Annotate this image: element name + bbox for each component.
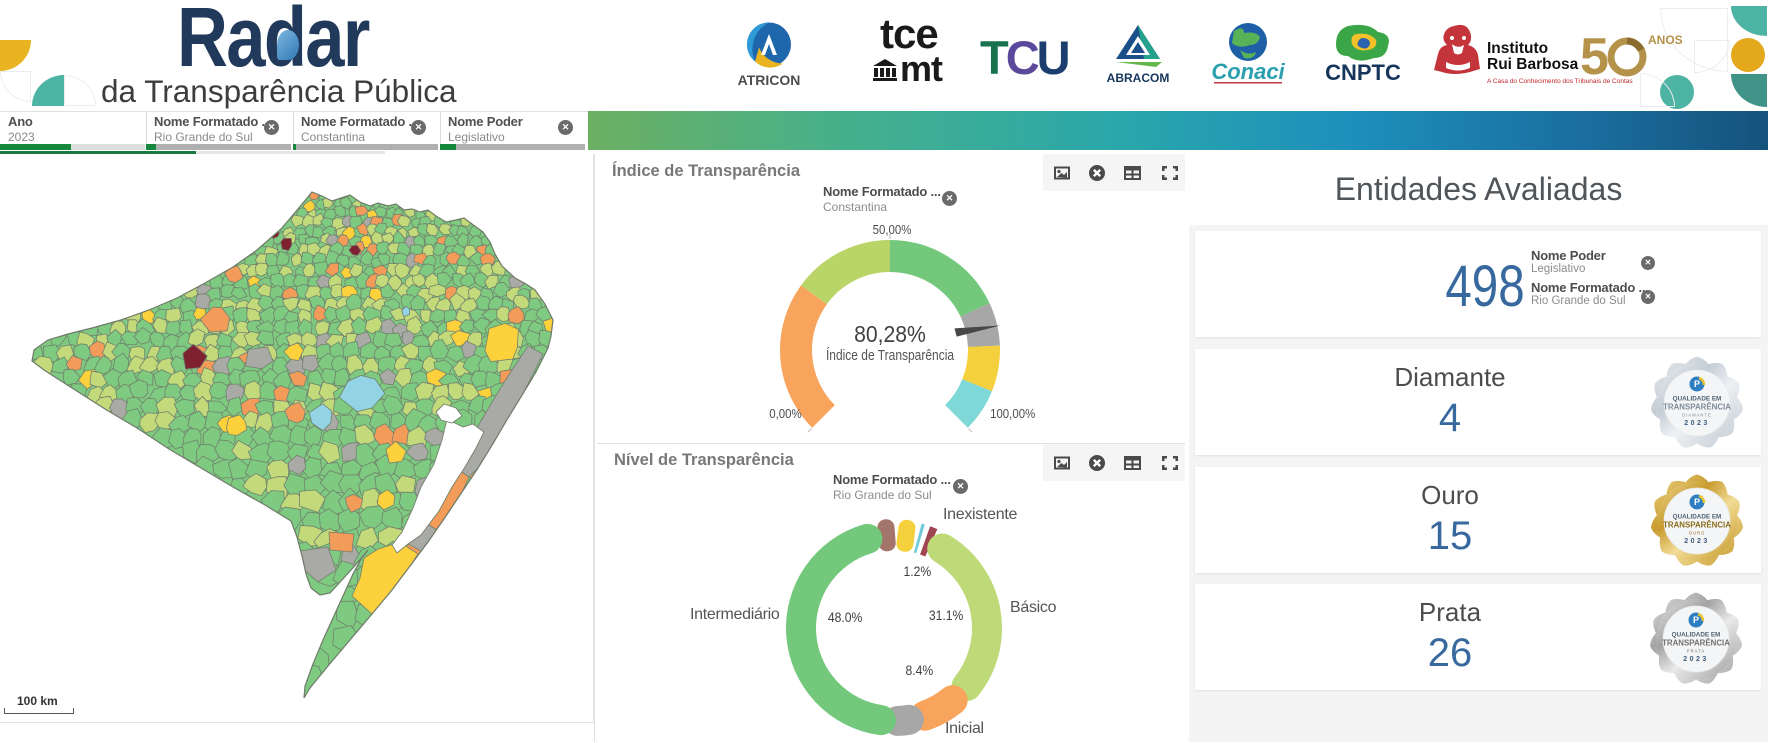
svg-text:OURO: OURO xyxy=(1689,531,1706,536)
svg-text:TRANSPARÊNCIA: TRANSPARÊNCIA xyxy=(1663,400,1731,411)
svg-text:TRANSPARÊNCIA: TRANSPARÊNCIA xyxy=(1662,636,1730,647)
svg-text:P: P xyxy=(1694,379,1700,389)
svg-text:P: P xyxy=(1694,497,1700,507)
svg-text:TRANSPARÊNCIA: TRANSPARÊNCIA xyxy=(1663,518,1731,529)
svg-text:P: P xyxy=(1693,615,1699,625)
svg-text:2023: 2023 xyxy=(1684,538,1710,545)
svg-text:2023: 2023 xyxy=(1684,420,1710,427)
svg-text:QUALIDADE EM: QUALIDADE EM xyxy=(1673,514,1722,521)
svg-text:PRATA: PRATA xyxy=(1687,649,1705,654)
svg-text:Conaci: Conaci xyxy=(1211,59,1285,84)
svg-text:2023: 2023 xyxy=(1683,656,1709,663)
svg-text:QUALIDADE EM: QUALIDADE EM xyxy=(1672,632,1721,639)
svg-text:5: 5 xyxy=(1580,28,1609,82)
svg-text:ABRACOM: ABRACOM xyxy=(1107,71,1170,85)
svg-text:DIAMANTE: DIAMANTE xyxy=(1682,413,1712,418)
svg-text:CNPTC: CNPTC xyxy=(1325,60,1401,85)
svg-text:QUALIDADE EM: QUALIDADE EM xyxy=(1673,396,1722,403)
svg-text:ANOS: ANOS xyxy=(1648,33,1683,47)
svg-text:ATRICON: ATRICON xyxy=(738,72,801,88)
